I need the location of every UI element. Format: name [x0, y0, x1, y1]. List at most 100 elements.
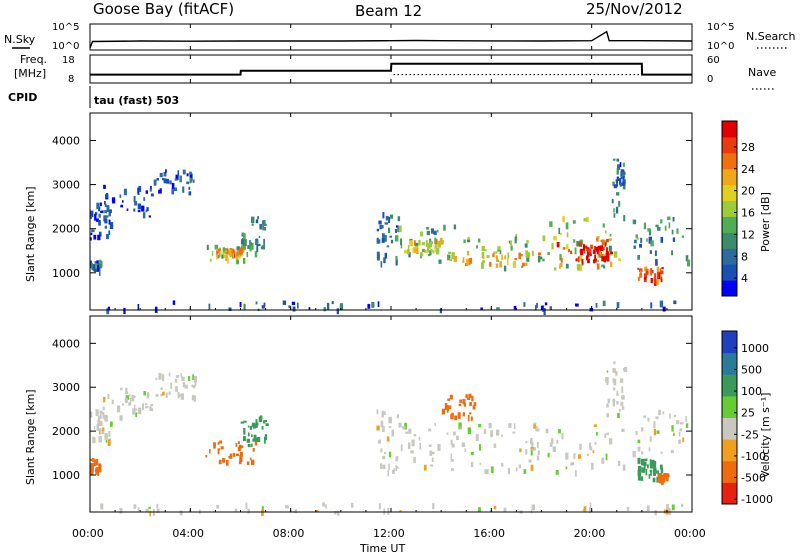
colorbar-swatch	[722, 264, 737, 281]
heatmap-cell	[556, 242, 560, 248]
heatmap-cell	[116, 405, 121, 413]
heatmap-cell	[558, 429, 561, 434]
heatmap-cell	[163, 172, 167, 177]
heatmap-cell	[611, 198, 614, 204]
heatmap-cell	[134, 201, 138, 206]
heatmap-cell	[467, 427, 472, 435]
heatmap-cell	[604, 255, 608, 261]
heatmap-cell	[662, 411, 665, 415]
heatmap-cell	[121, 403, 125, 406]
heatmap-cell	[251, 434, 253, 437]
heatmap-cell	[621, 406, 625, 410]
heatmap-cell	[620, 171, 624, 177]
heatmap-cell	[262, 220, 264, 225]
heatmap-cell	[680, 422, 684, 425]
colorbar-tick-label: 28	[741, 141, 755, 154]
heatmap-cell	[110, 421, 113, 427]
heatmap-cell	[596, 263, 600, 270]
heatmap-cell	[650, 471, 652, 476]
heatmap-cell	[478, 507, 481, 513]
heatmap-cell	[531, 250, 534, 256]
heatmap-cell	[174, 187, 177, 191]
heatmap-cell	[613, 251, 618, 258]
heatmap-cell	[457, 412, 461, 419]
heatmap-cell	[255, 437, 259, 442]
heatmap-cell	[249, 244, 252, 252]
heatmap-cell	[120, 204, 124, 208]
heatmap-cell	[606, 370, 609, 373]
heatmap-cell	[558, 227, 561, 235]
heatmap-cell	[186, 173, 189, 177]
heatmap-cell	[601, 239, 605, 246]
heatmap-cell	[429, 250, 432, 256]
heatmap-cell	[660, 236, 664, 243]
heatmap-cell	[428, 444, 432, 447]
heatmap-cell	[103, 397, 106, 403]
heatmap-cell	[408, 251, 411, 258]
heatmap-cell	[659, 268, 662, 273]
heatmap-cell	[208, 303, 211, 310]
heatmap-cell	[175, 386, 178, 392]
heatmap-cell	[247, 444, 251, 448]
beam-title: Beam 12	[355, 2, 422, 20]
heatmap-cell	[654, 250, 657, 257]
heatmap-cell	[251, 422, 256, 427]
heatmap-cell	[90, 232, 93, 236]
heatmap-cell	[687, 259, 691, 267]
heatmap-cell	[451, 412, 454, 418]
heatmap-cell	[431, 457, 434, 462]
heatmap-cell	[102, 412, 105, 419]
x-tick-label: 20:00	[574, 527, 606, 540]
y-tick-label: 1000	[52, 469, 80, 482]
heatmap-cell	[218, 254, 221, 258]
heatmap-cell	[608, 238, 612, 241]
heatmap-cell	[596, 249, 598, 252]
heatmap-cell	[388, 227, 391, 234]
colorbar-swatch	[722, 200, 737, 217]
heatmap-cell	[259, 223, 263, 230]
heatmap-cell	[525, 441, 528, 444]
heatmap-cell	[105, 215, 109, 218]
heatmap-cell	[542, 235, 546, 242]
heatmap-cell	[530, 464, 534, 471]
heatmap-cell	[680, 503, 684, 507]
heatmap-cell	[389, 235, 392, 238]
heatmap-cell	[236, 254, 239, 260]
heatmap-cell	[450, 468, 454, 471]
heatmap-cell	[508, 423, 512, 428]
heatmap-cell	[236, 259, 240, 265]
heatmap-cell	[120, 387, 123, 391]
heatmap-cell	[129, 397, 132, 405]
heatmap-cell	[605, 230, 607, 234]
heatmap-cell	[395, 466, 399, 469]
heatmap-cell	[209, 258, 212, 262]
heatmap-cell	[104, 225, 107, 229]
heatmap-cell	[606, 247, 608, 254]
heatmap-cell	[676, 420, 680, 425]
heatmap-cell	[637, 267, 639, 270]
power-panel-frame	[89, 112, 693, 311]
heatmap-cell	[575, 470, 577, 477]
x-tick-label: 16:00	[473, 527, 505, 540]
heatmap-cell	[679, 428, 682, 432]
heatmap-cell	[382, 411, 386, 415]
heatmap-cell	[596, 259, 600, 262]
heatmap-cell	[596, 431, 598, 436]
heatmap-cell	[98, 259, 102, 264]
heatmap-cell	[91, 229, 95, 233]
heatmap-cell	[601, 253, 604, 256]
heatmap-cell	[654, 461, 657, 468]
heatmap-cell	[527, 254, 529, 258]
heatmap-cell	[427, 242, 431, 249]
heatmap-cell	[234, 508, 238, 513]
heatmap-cell	[388, 451, 392, 458]
heatmap-cell	[469, 402, 472, 406]
heatmap-cell	[462, 257, 465, 263]
heatmap-cell	[565, 466, 568, 470]
heatmap-cell	[331, 301, 334, 305]
heatmap-cell	[95, 211, 98, 215]
heatmap-cell	[538, 252, 542, 256]
heatmap-cell	[637, 276, 640, 281]
heatmap-cell	[163, 178, 167, 184]
heatmap-cell	[133, 395, 136, 398]
